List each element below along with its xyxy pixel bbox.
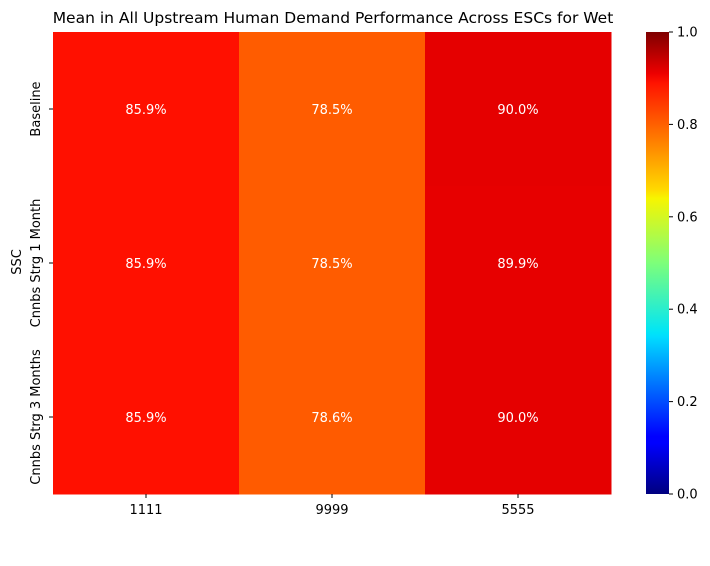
heatmap-cell <box>239 186 426 341</box>
heatmap-cells: 85.9% 78.5% 90.0% 85.9% 78.5% 89.9% 85.9% 78.6%… <box>53 32 612 495</box>
heatmap-cell <box>239 340 426 495</box>
y-tick-label: Cnnbs Strg 1 Month <box>29 199 44 328</box>
cell-value-label: 85.9% <box>125 257 166 272</box>
x-tick-label: 1111 <box>129 503 162 518</box>
cell-value-label: 89.9% <box>497 257 538 272</box>
cell-value-label: 78.6% <box>311 411 352 426</box>
heatmap-cell <box>53 32 240 187</box>
cell-value-label: 78.5% <box>311 103 352 118</box>
x-tick-label: 5555 <box>501 503 534 518</box>
cell-value-label: 90.0% <box>497 103 538 118</box>
colorbar-gradient <box>646 32 669 494</box>
cell-value-label: 85.9% <box>125 103 166 118</box>
x-axis: 1111 9999 5555 <box>129 494 535 518</box>
y-tick-label: Baseline <box>29 81 44 136</box>
colorbar-tick-label: 0.6 <box>677 210 698 225</box>
colorbar-tick-label: 0.8 <box>677 118 698 133</box>
heatmap-cell <box>53 340 240 495</box>
colorbar-tick-label: 0.0 <box>677 488 698 503</box>
heatmap-cell <box>53 186 240 341</box>
chart-title: Mean in All Upstream Human Demand Perfor… <box>53 9 614 27</box>
colorbar-tick-label: 1.0 <box>677 26 698 41</box>
y-axis-label: SSC <box>10 249 25 275</box>
heatmap-cell <box>425 186 612 341</box>
heatmap-cell <box>425 340 612 495</box>
heatmap-cell <box>239 32 426 187</box>
cell-value-label: 90.0% <box>497 411 538 426</box>
heatmap-cell <box>425 32 612 187</box>
colorbar: 0.0 0.2 0.4 0.6 0.8 1.0 <box>646 26 698 503</box>
colorbar-tick-label: 0.4 <box>677 303 698 318</box>
y-axis: Baseline Cnnbs Strg 1 Month Cnnbs Strg 3 M… <box>29 81 53 485</box>
x-tick-label: 9999 <box>315 503 348 518</box>
colorbar-tick-label: 0.2 <box>677 395 698 410</box>
cell-value-label: 78.5% <box>311 257 352 272</box>
y-tick-label: Cnnbs Strg 3 Months <box>29 349 44 485</box>
cell-value-label: 85.9% <box>125 411 166 426</box>
